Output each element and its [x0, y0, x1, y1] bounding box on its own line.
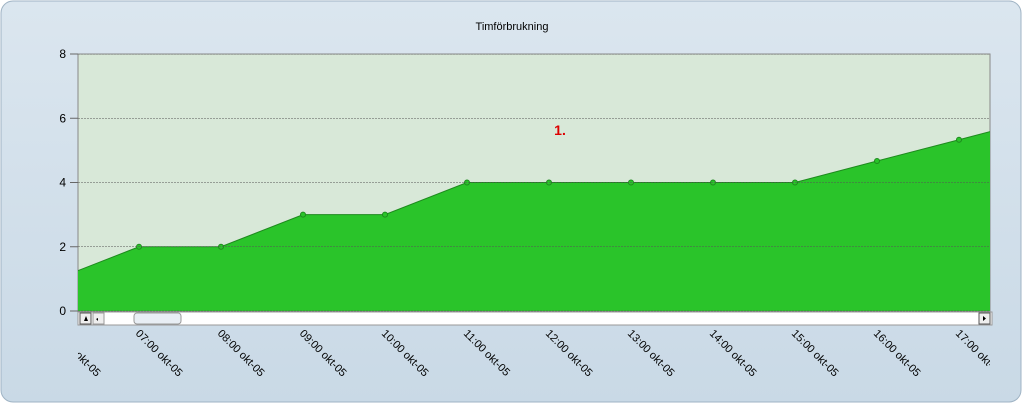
y-tick-label: 2	[59, 240, 66, 254]
scroll-track	[77, 311, 993, 326]
point	[382, 211, 388, 218]
scrollbar[interactable]	[77, 311, 993, 326]
point	[956, 136, 962, 143]
y-tick-label: 0	[59, 304, 66, 318]
chart-title: Timförbrukning	[476, 21, 549, 33]
y-tick-label: 4	[59, 176, 66, 190]
plot	[78, 54, 990, 312]
scroll-thumb[interactable]	[133, 312, 182, 325]
y-tick-label: 8	[59, 47, 66, 61]
area	[78, 131, 990, 311]
point	[874, 157, 880, 164]
y-tick-label: 6	[59, 111, 66, 125]
scroll-button[interactable]	[92, 312, 105, 325]
annotation: 1.	[554, 122, 566, 138]
point	[300, 211, 306, 218]
